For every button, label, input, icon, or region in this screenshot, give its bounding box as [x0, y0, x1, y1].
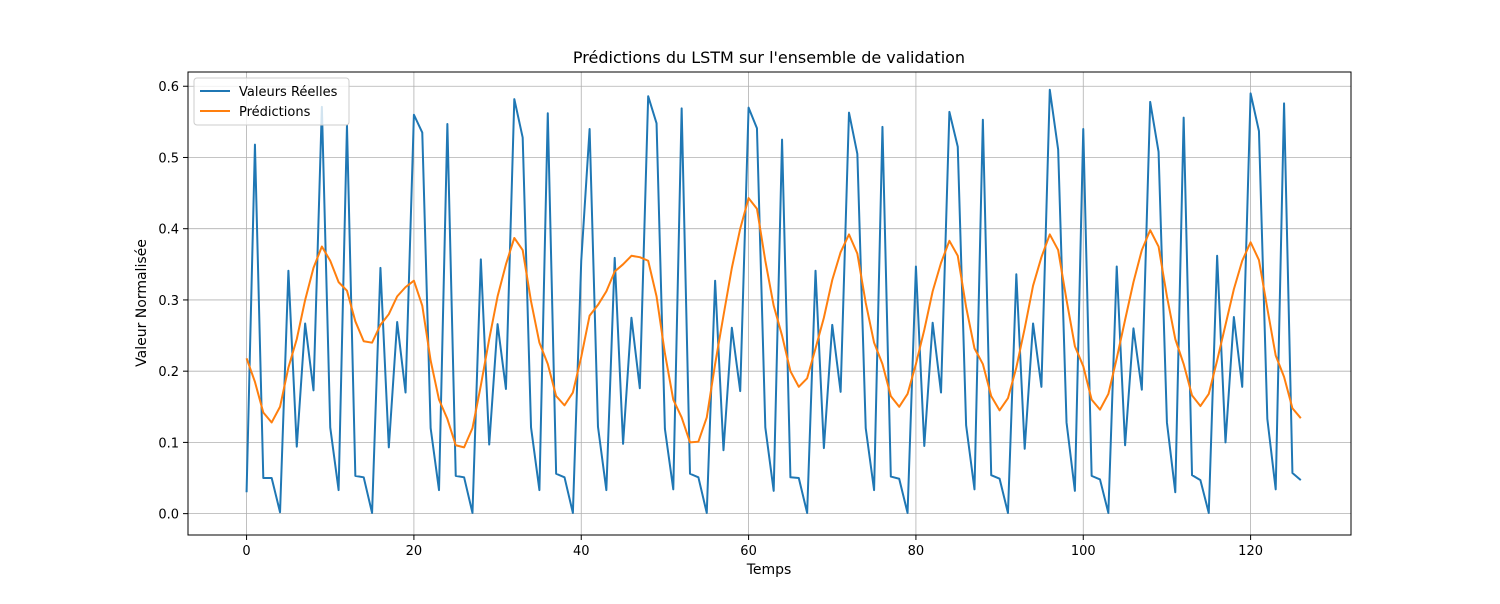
- legend-label-actual: Valeurs Réelles: [239, 85, 338, 100]
- legend: Valeurs Réelles Prédictions: [193, 77, 350, 126]
- y-tick-label: 0.6: [158, 80, 179, 95]
- plot-frame: [187, 71, 1352, 536]
- series-line-predictions: [245, 197, 1302, 449]
- y-tick-label: 0.4: [158, 223, 179, 238]
- x-tick-label: 0: [242, 544, 250, 559]
- x-tick-label: 80: [908, 544, 925, 559]
- x-tick-label: 60: [740, 544, 757, 559]
- y-tick-label: 0.0: [158, 508, 179, 523]
- y-tick-label: 0.1: [158, 436, 179, 451]
- y-axis-label: Valeur Normalisée: [134, 239, 150, 367]
- y-tick-label: 0.5: [158, 151, 179, 166]
- x-tick-label: 40: [573, 544, 590, 559]
- axis-ticks: 0 20 40 60 80 100 120 0.0 0.1 0.2 0.3 0.4 0.5 0.6: [158, 80, 1263, 559]
- x-tick-label: 100: [1071, 544, 1096, 559]
- legend-label-predictions: Prédictions: [239, 105, 311, 120]
- x-axis-label: Temps: [746, 562, 792, 578]
- x-tick-label: 120: [1238, 544, 1263, 559]
- legend-box: [193, 77, 350, 126]
- series-lines: [245, 88, 1302, 514]
- y-tick-label: 0.3: [158, 294, 179, 309]
- x-tick-label: 20: [406, 544, 423, 559]
- y-tick-label: 0.2: [158, 365, 179, 380]
- series-line-actual: [245, 88, 1302, 514]
- chart-title: Prédictions du LSTM sur l'ensemble de va…: [573, 48, 965, 67]
